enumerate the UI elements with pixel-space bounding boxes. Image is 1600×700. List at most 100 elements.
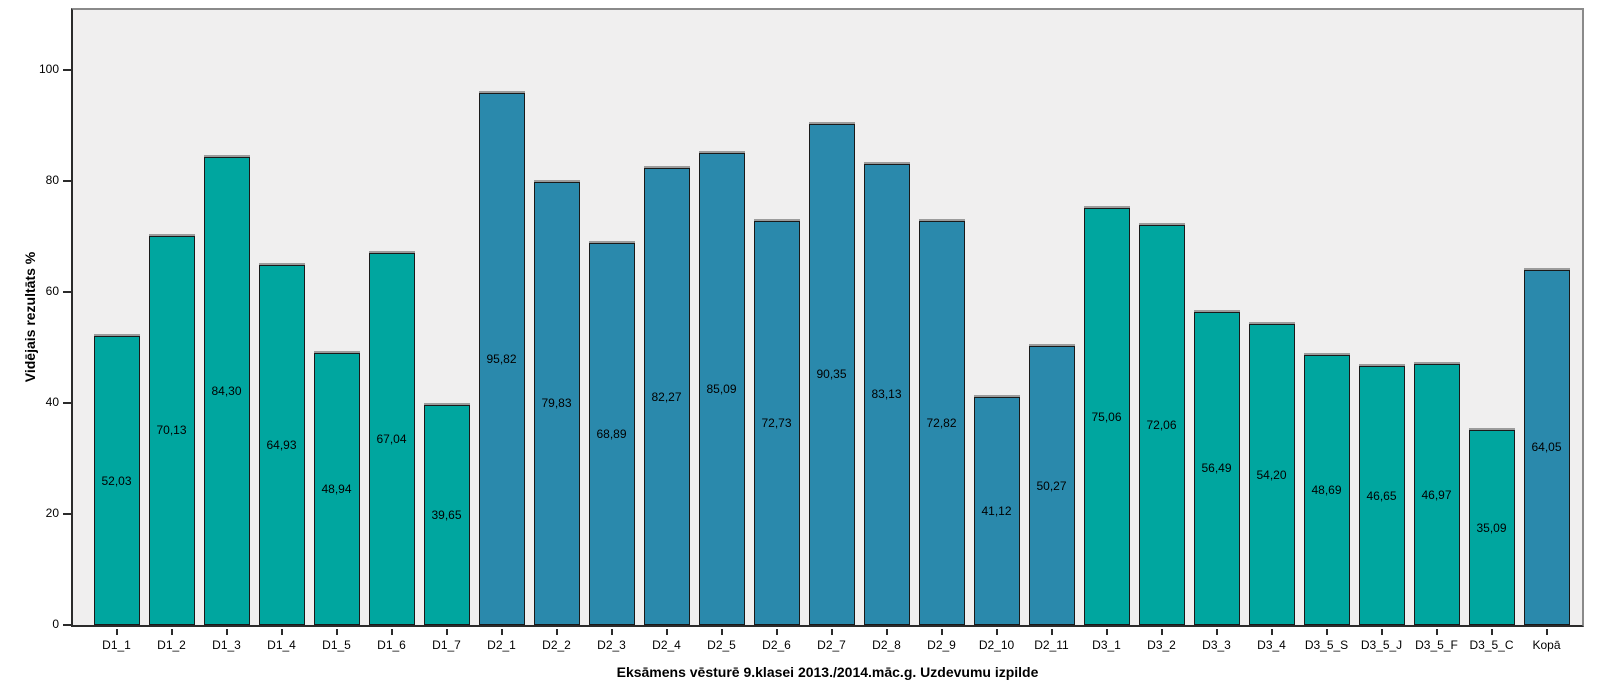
x-tick-cell: D2_3	[584, 629, 639, 652]
x-tick-cell: D2_7	[804, 629, 859, 652]
x-tick-mark	[1435, 629, 1438, 635]
bar-value-label: 48,69	[1311, 482, 1342, 497]
x-tick-cell: D1_5	[309, 629, 364, 652]
bar-slot: 68,89	[584, 10, 639, 625]
x-tick-cell: D2_11	[1024, 629, 1079, 652]
bar-slot: 83,13	[859, 10, 914, 625]
x-tick-cell: D2_8	[859, 629, 914, 652]
x-tick-label: D1_3	[212, 638, 241, 652]
y-tick-label: 100	[38, 62, 59, 76]
x-tick-cell: D2_5	[694, 629, 749, 652]
bar-value-label: 85,09	[706, 381, 737, 396]
bar-slot: 35,09	[1464, 10, 1519, 625]
bar-value-label: 54,20	[1256, 467, 1287, 482]
bar-slot: 72,73	[749, 10, 804, 625]
x-tick-cell: D2_10	[969, 629, 1024, 652]
y-tick-mark	[63, 402, 71, 404]
bar-D2_9: 72,82	[918, 220, 965, 625]
x-tick-mark	[1050, 629, 1053, 635]
x-tick-mark	[1105, 629, 1108, 635]
bar-value-label: 79,83	[541, 396, 572, 411]
bar-value-label: 46,97	[1421, 487, 1452, 502]
bar-slot: 75,06	[1079, 10, 1134, 625]
bar-value-label: 90,35	[816, 367, 847, 382]
bar-slot: 64,93	[254, 10, 309, 625]
bar-value-label: 41,12	[981, 503, 1012, 518]
bar-value-label: 84,30	[211, 384, 242, 399]
bar-D1_2: 70,13	[148, 235, 195, 625]
bar-D2_6: 72,73	[753, 221, 800, 625]
x-tick-label: D1_5	[322, 638, 351, 652]
bar-slot: 85,09	[694, 10, 749, 625]
x-tick-label: D2_2	[542, 638, 571, 652]
bar-D1_4: 64,93	[258, 264, 305, 625]
x-tick-mark	[225, 629, 228, 635]
bar-D3_5_C: 35,09	[1468, 430, 1515, 625]
x-tick-mark	[555, 629, 558, 635]
y-tick-mark	[63, 513, 71, 515]
bar-slot: 48,69	[1299, 10, 1354, 625]
bar-D2_10: 41,12	[973, 396, 1020, 625]
bar-D3_5_F: 46,97	[1413, 364, 1460, 625]
bar-D2_2: 79,83	[533, 181, 580, 625]
x-tick-cell: D2_1	[474, 629, 529, 652]
bar-D2_5: 85,09	[698, 152, 745, 625]
bar-value-label: 70,13	[156, 423, 187, 438]
x-tick-mark	[665, 629, 668, 635]
y-tick-mark	[63, 69, 71, 71]
bar-Kopā: 64,05	[1523, 269, 1570, 625]
x-tick-cell: Kopā	[1519, 629, 1574, 652]
x-axis-title: Eksāmens vēsturē 9.klasei 2013./2014.māc…	[616, 664, 1039, 680]
x-tick-label: D2_1	[487, 638, 516, 652]
bar-value-label: 72,73	[761, 416, 792, 431]
x-tick-label: D3_5_J	[1360, 638, 1403, 652]
y-tick-label: 60	[45, 284, 59, 298]
x-tick-mark	[115, 629, 118, 635]
y-axis-title: Vidējais rezultāts %	[22, 251, 38, 383]
bar-D3_4: 54,20	[1248, 324, 1295, 625]
bar-D3_3: 56,49	[1193, 311, 1240, 625]
bar-slot: 79,83	[529, 10, 584, 625]
x-tick-cell: D3_5_S	[1299, 629, 1354, 652]
x-tick-label: D2_10	[978, 638, 1015, 652]
x-tick-label: D1_1	[102, 638, 131, 652]
bar-D2_7: 90,35	[808, 123, 855, 625]
bar-slot: 52,03	[89, 10, 144, 625]
bar-value-label: 64,05	[1531, 440, 1562, 455]
bar-value-label: 83,13	[871, 387, 902, 402]
bar-D1_5: 48,94	[313, 353, 360, 625]
y-tick-mark	[63, 291, 71, 293]
x-tick-cell: D1_7	[419, 629, 474, 652]
bar-D1_3: 84,30	[203, 157, 250, 625]
bar-D3_1: 75,06	[1083, 208, 1130, 625]
bar-D2_3: 68,89	[588, 242, 635, 625]
y-tick-label: 0	[52, 617, 59, 631]
x-tick-label: D3_3	[1202, 638, 1231, 652]
bar-slot: 90,35	[804, 10, 859, 625]
bar-value-label: 35,09	[1476, 520, 1507, 535]
bar-value-label: 39,65	[431, 507, 462, 522]
x-tick-mark	[390, 629, 393, 635]
x-tick-mark	[1270, 629, 1273, 635]
x-tick-cell: D3_5_F	[1409, 629, 1464, 652]
x-tick-cell: D3_4	[1244, 629, 1299, 652]
bar-value-label: 56,49	[1201, 461, 1232, 476]
x-tick-label: D3_4	[1257, 638, 1286, 652]
bars-container: 52,03 70,13 84,30 64,93 48,94 67,04 39,65 95,82…	[73, 10, 1582, 625]
bar-value-label: 72,06	[1146, 418, 1177, 433]
x-tick-mark	[720, 629, 723, 635]
x-tick-label: D2_8	[872, 638, 901, 652]
bar-slot: 54,20	[1244, 10, 1299, 625]
x-tick-label: D2_11	[1034, 638, 1069, 652]
x-tick-mark	[280, 629, 283, 635]
x-tick-mark	[775, 629, 778, 635]
bar-slot: 70,13	[144, 10, 199, 625]
bar-value-label: 95,82	[486, 352, 517, 367]
x-tick-label: D3_2	[1147, 638, 1176, 652]
x-tick-mark	[830, 629, 833, 635]
x-tick-cell: D1_3	[199, 629, 254, 652]
x-tick-label: D3_5_F	[1415, 638, 1458, 652]
x-tick-mark	[500, 629, 503, 635]
x-tick-cell: D1_4	[254, 629, 309, 652]
